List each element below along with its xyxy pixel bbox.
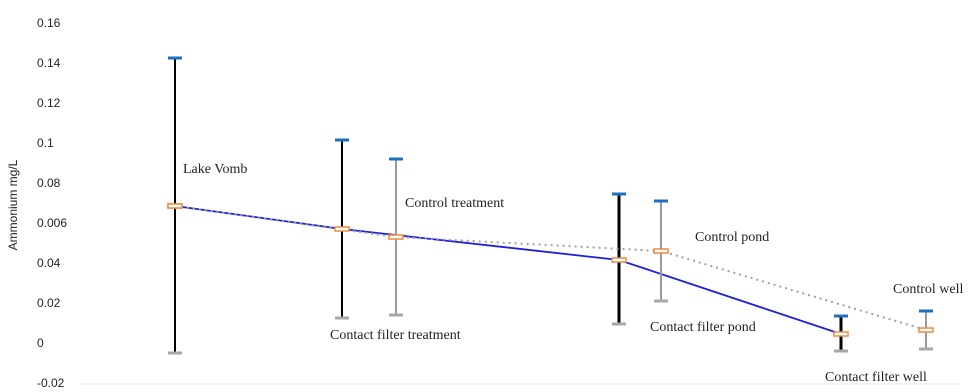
y-tick-label: 0.16: [37, 16, 61, 30]
y-axis-label: Ammonium mg/L: [6, 159, 20, 250]
annotation: Contact filter pond: [650, 320, 756, 335]
y-tick-label: 0.006: [37, 216, 67, 230]
y-tick-label: 0.12: [37, 96, 61, 110]
y-tick-label: 0.04: [37, 256, 61, 270]
mean-marker: [611, 257, 627, 263]
annotation: Control treatment: [405, 196, 504, 211]
annotation: Control pond: [695, 230, 769, 245]
y-tick-label: 0: [37, 336, 44, 350]
mean-marker: [334, 226, 350, 232]
series-line: [174, 205, 927, 331]
annotation: Control well: [893, 282, 963, 297]
mean-marker: [833, 331, 849, 337]
annotation: Contact filter well: [825, 370, 927, 385]
annotation: Lake Vomb: [183, 162, 247, 177]
annotation: Contact filter treatment: [330, 328, 461, 343]
series-line: [174, 205, 842, 335]
mean-marker: [388, 234, 404, 240]
y-tick-label: 0.14: [37, 56, 61, 70]
mean-marker: [918, 327, 934, 333]
y-tick-label: 0.08: [37, 176, 61, 190]
y-tick-label: -0.02: [37, 376, 65, 390]
mean-marker: [653, 248, 669, 254]
y-tick-label: 0.1: [37, 136, 54, 150]
y-tick-label: 0.02: [37, 296, 61, 310]
mean-marker: [167, 203, 183, 209]
